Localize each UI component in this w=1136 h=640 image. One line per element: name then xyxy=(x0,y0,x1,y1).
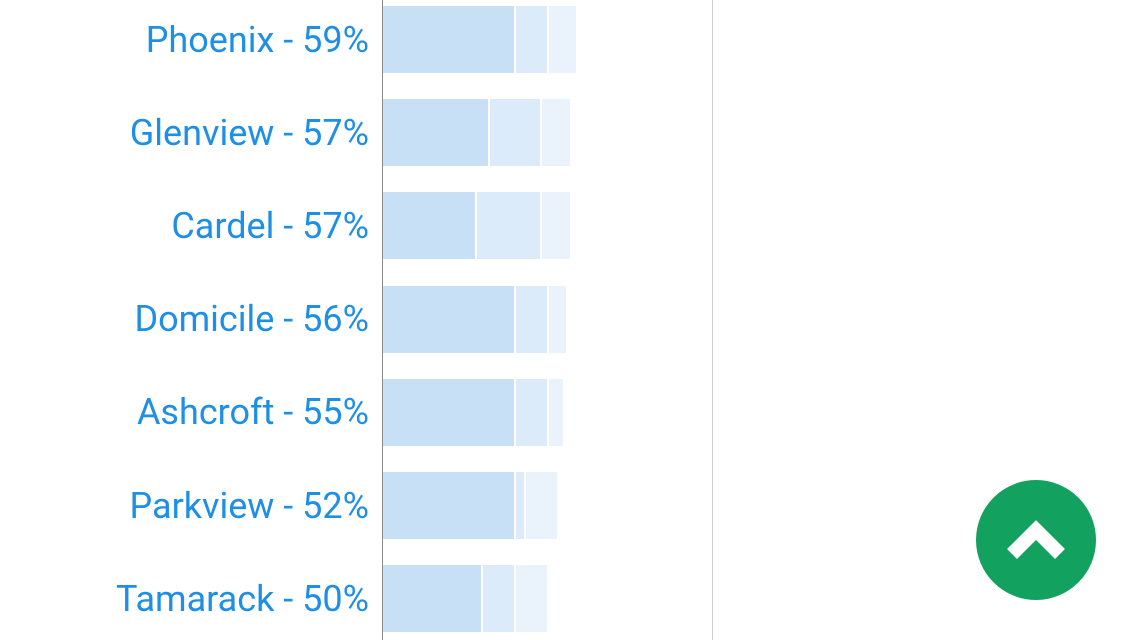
bar-label: Tamarack - 50% xyxy=(115,577,369,620)
bar-label: Parkview - 52% xyxy=(129,484,369,527)
bar-segment xyxy=(524,472,557,539)
bar-segment xyxy=(481,565,514,633)
bar-segment xyxy=(547,378,563,446)
bar-tamarack[interactable] xyxy=(383,565,547,633)
bar-label: Domicile - 56% xyxy=(134,298,369,341)
bar-phoenix[interactable] xyxy=(383,6,576,73)
chevron-up-icon xyxy=(1007,520,1065,559)
bar-segment xyxy=(383,378,514,446)
chart-axis-line xyxy=(382,0,383,640)
bar-ashcroft[interactable] xyxy=(383,378,563,446)
bar-segment xyxy=(540,99,570,167)
bar-segment xyxy=(383,99,488,167)
bar-parkview[interactable] xyxy=(383,472,557,539)
bar-label: Glenview - 57% xyxy=(129,111,369,154)
chart-gridline xyxy=(712,0,713,640)
bar-label: Phoenix - 59% xyxy=(145,18,369,61)
bar-segment xyxy=(514,6,547,73)
bar-segment xyxy=(383,565,481,633)
bar-label: Cardel - 57% xyxy=(171,204,369,247)
bar-segment xyxy=(383,192,475,260)
bar-segment xyxy=(514,565,547,633)
bar-glenview[interactable] xyxy=(383,99,570,167)
bar-segment xyxy=(514,378,547,446)
bar-segment xyxy=(547,285,566,353)
bar-segment xyxy=(383,472,514,539)
bar-segment xyxy=(475,192,540,260)
bar-domicile[interactable] xyxy=(383,285,566,353)
bar-segment xyxy=(488,99,540,167)
bar-segment xyxy=(540,192,570,260)
bar-segment xyxy=(383,6,514,73)
scroll-to-top-button[interactable] xyxy=(976,480,1096,600)
bar-segment xyxy=(383,285,514,353)
bar-label: Ashcroft - 55% xyxy=(136,391,369,434)
bar-cardel[interactable] xyxy=(383,192,570,260)
bar-segment xyxy=(514,285,547,353)
bar-segment xyxy=(514,472,524,539)
bar-segment xyxy=(547,6,576,73)
